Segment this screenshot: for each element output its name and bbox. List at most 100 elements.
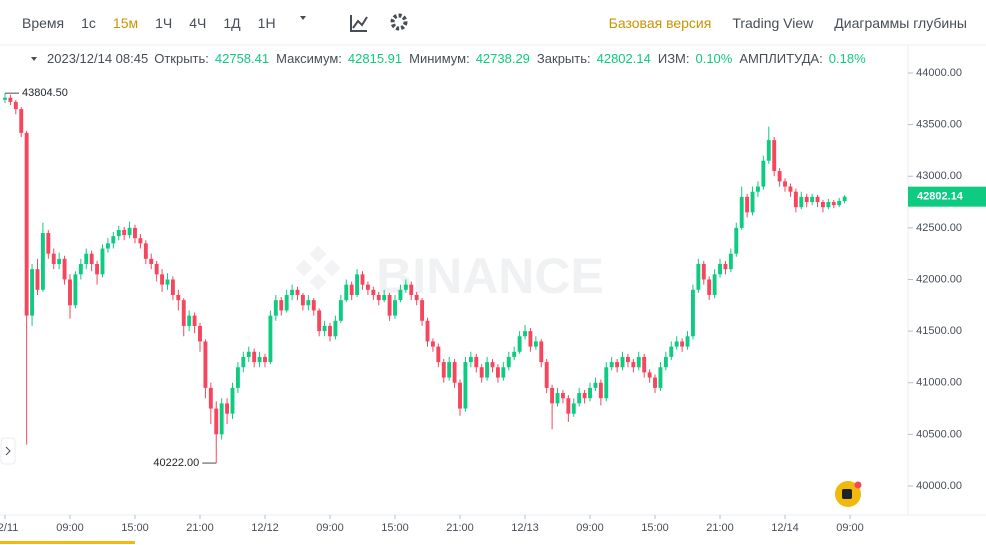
x-tick-label: 21:00 [706, 522, 734, 534]
candle-body [252, 351, 257, 363]
candle-body [831, 202, 836, 206]
candle-body [712, 274, 717, 295]
candle-body [95, 263, 100, 275]
candle-body [268, 315, 273, 363]
candle-body [306, 300, 311, 306]
interval[interactable]: 1Н [257, 15, 276, 31]
indicator-icon[interactable] [350, 15, 368, 32]
candle-body [598, 382, 603, 399]
candle-body [766, 140, 771, 161]
candle-body [57, 258, 62, 264]
candle-body [403, 284, 408, 290]
candle-body [235, 367, 240, 388]
candle-body [40, 233, 45, 290]
x-tick-label: 12/11 [0, 522, 18, 534]
candle-body [214, 408, 219, 435]
info-value: 42758.41 [214, 51, 270, 66]
view-tab[interactable]: Базовая версия [608, 15, 712, 31]
candle-body [192, 315, 197, 326]
candle-body [593, 382, 598, 388]
watermark: BINANCE [376, 248, 604, 304]
candle-body [815, 196, 820, 203]
candle-body [707, 279, 712, 295]
info-toggle[interactable] [31, 57, 37, 61]
candle-body [143, 243, 148, 259]
candle-body [279, 300, 284, 311]
candle-body [111, 236, 116, 244]
candle-body [181, 300, 186, 326]
candle-body [436, 346, 441, 363]
candle-body [772, 140, 777, 172]
chat-icon [842, 489, 852, 499]
view-tab[interactable]: Диаграммы глубины [834, 15, 967, 31]
candle-body [68, 279, 72, 306]
candle-body [8, 97, 13, 102]
candle-body [165, 279, 170, 285]
side-toggle[interactable] [0, 437, 16, 465]
candle-body [300, 294, 305, 306]
candle-body [62, 258, 67, 280]
candle-body [46, 233, 51, 254]
candle-body [398, 289, 403, 301]
candle-body [734, 227, 739, 254]
view-bar: Базовая версия Trading View Диаграммы гл… [609, 13, 967, 33]
candle-body [24, 132, 29, 316]
annotation-label: 40222.00 [153, 457, 199, 469]
candle-body [625, 356, 630, 363]
candle-body [425, 320, 430, 342]
watermark-logo [295, 245, 341, 291]
candle-body [495, 367, 500, 378]
candle-body [219, 403, 224, 435]
x-tick-label: 12/12 [251, 522, 279, 534]
info-label: Минимум: [409, 51, 470, 66]
more-intervals[interactable] [300, 16, 306, 20]
candle-body [474, 356, 479, 368]
candle-body [680, 341, 685, 347]
candle-body [187, 315, 192, 326]
candle-body [755, 186, 760, 192]
candle-body [100, 248, 105, 275]
interval[interactable]: 15м [112, 15, 139, 31]
interval[interactable]: 1с [81, 15, 96, 31]
info-value: 42738.29 [475, 51, 530, 66]
info-value: 42815.91 [347, 51, 403, 66]
candle-body [696, 263, 701, 290]
candle-body [490, 362, 495, 368]
candle-body [154, 263, 159, 275]
annotation-label: 43804.50 [22, 87, 68, 99]
side-toggle-arrow [5, 446, 11, 456]
x-tick-label: 09:00 [56, 522, 84, 534]
candle-body [263, 356, 267, 363]
interval[interactable]: 1Ч [155, 15, 173, 31]
candle-body [842, 196, 847, 202]
info-label: Открыть: [154, 51, 209, 66]
candle-body [506, 356, 511, 368]
interval[interactable]: 4Ч [189, 15, 207, 31]
x-tick-label: 09:00 [316, 522, 344, 534]
y-tick-label: 42500.00 [916, 222, 962, 234]
info-label: ИЗМ: [657, 51, 690, 66]
candle-body [430, 341, 435, 347]
candle-body [701, 263, 706, 280]
candle-body [295, 289, 300, 295]
scroll-indicator[interactable] [0, 541, 135, 544]
interval-bar: Время 1с 15м 1Ч 4Ч 1Д 1Н [22, 13, 276, 33]
view-tab[interactable]: Trading View [732, 15, 814, 31]
interval[interactable]: 1Д [223, 15, 241, 31]
candle-body [225, 403, 230, 414]
settings-icon[interactable] [390, 13, 408, 31]
candle-body [804, 196, 809, 203]
candle-body [51, 253, 56, 264]
candle-body [620, 356, 625, 368]
candle-body [322, 325, 327, 332]
candle-body [826, 202, 831, 208]
last-price-tag [908, 186, 986, 207]
candle-body [105, 243, 110, 249]
candle-body [523, 331, 527, 337]
candle-body [571, 403, 576, 414]
candle-body [149, 258, 154, 264]
y-tick-label: 40000.00 [916, 480, 962, 492]
candle-body [382, 294, 387, 301]
x-tick-label: 21:00 [446, 522, 474, 534]
candle-body [793, 191, 798, 208]
